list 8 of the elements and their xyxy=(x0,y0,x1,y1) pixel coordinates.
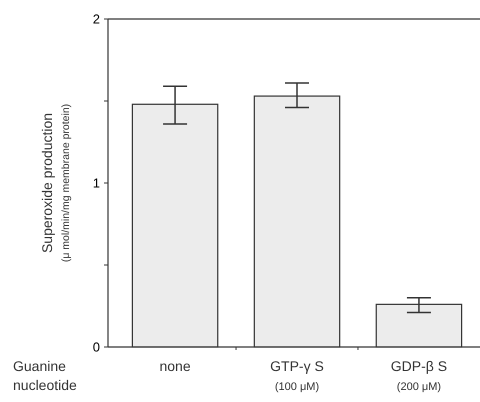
x-axis-title: Guanine nucleotide xyxy=(13,358,78,393)
x-tick-label: GDP-β S (200 μM) xyxy=(390,358,448,393)
y-tick-label: 2 xyxy=(92,12,100,27)
x-tick-label: GTP-γ S (100 μM) xyxy=(270,358,324,393)
y-tick-label: 1 xyxy=(92,176,100,191)
y-tick-label: 0 xyxy=(92,340,100,355)
y-axis-title: Superoxide production (μ mol/min/mg membrane protein) xyxy=(39,104,72,262)
x-tick-label: none xyxy=(159,358,191,374)
